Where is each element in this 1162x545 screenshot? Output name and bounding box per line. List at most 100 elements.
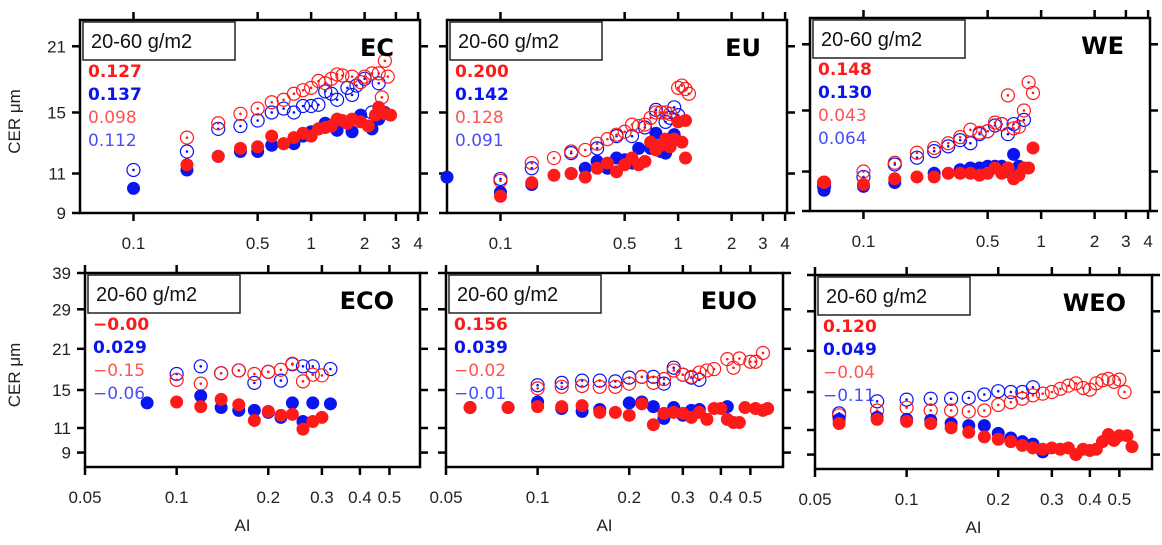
x-tick-label: 3 [758,234,767,253]
data-point-red-filled [832,416,846,430]
data-point-red-filled [384,108,398,122]
open-marker-ring [743,354,758,369]
data-point-red-open [1061,378,1076,393]
open-marker-ring [524,155,539,171]
data-point-red-filled [962,425,976,439]
data-point-red-open [524,155,539,171]
open-marker-ring [335,68,350,83]
data-point-red-filled [732,416,746,430]
open-marker-dot [199,365,203,368]
data-point-red-filled [547,168,561,182]
open-marker-dot [949,397,953,401]
y-axis-label: CER μm [5,89,24,154]
open-marker-dot [1021,397,1024,401]
x-tick-label: 0.1 [165,488,189,507]
open-marker-ring [1016,112,1032,127]
data-point-red-open [600,132,615,147]
panel-euo: 0.05 0.1 0.2 0.3 0.4 0.5 AI 20-60 g/m2 EUO 0.156 0… [429,265,791,535]
data-point-red-filled [590,161,604,175]
data-point-red-filled [678,151,692,165]
open-marker-ring [1117,384,1132,400]
data-point-blue-filled [1007,147,1021,161]
data-point-blue-open [624,129,640,144]
data-point-red-open [250,101,265,116]
open-marker-ring [678,81,693,97]
open-marker-ring [671,80,686,95]
data-point-red-filled [953,166,967,180]
stat-value-red-filled: −0.00 [93,315,149,335]
open-marker-ring [530,378,545,393]
panel-label: WEO [1063,289,1126,317]
data-point-red-filled [261,404,275,418]
data-point-red-open [1053,381,1068,396]
x-tick-label: 0.05 [68,488,101,507]
open-marker-dot [643,123,647,126]
data-point-blue-filled [632,141,646,155]
data-point-red-open [909,145,925,160]
open-marker-dot [560,381,564,385]
panel-label: ECO [340,287,394,315]
x-tick-label: 0.1 [852,232,876,251]
open-marker-ring [276,101,291,116]
data-point-red-open [706,361,722,377]
open-marker-dot [1022,109,1026,112]
open-marker-dot [761,351,765,355]
open-marker-ring [377,53,392,68]
stat-value-blue-open: −0.11 [823,386,875,406]
open-marker-ring [357,69,372,84]
open-marker-ring [909,145,925,160]
x-tick-label: 0.4 [348,488,372,507]
data-point-red-open [977,403,992,418]
open-marker-ring [963,122,978,137]
data-point-red-filled [622,408,636,422]
open-marker-ring [972,125,987,140]
stat-value-blue-filled: 0.142 [455,85,509,105]
data-point-red-open [179,130,195,145]
open-marker-ring [755,345,771,361]
open-marker-ring [1006,121,1021,136]
data-point-blue-open [344,87,360,103]
panel-weo: 0.05 0.1 0.2 0.3 0.4 0.5 AI 20-60 g/m2 WEO 0.120 0… [798,267,1160,537]
data-point-red-filled [361,119,375,133]
data-point-blue-open [329,92,345,107]
y-tick-label: 15 [47,103,66,122]
legend-box [449,21,603,61]
x-tick-label: 1 [673,234,682,253]
open-marker-dot [317,103,320,107]
open-marker-dot [929,397,933,401]
open-marker-dot [615,133,618,136]
open-marker-dot [279,368,283,372]
legend-box [87,274,241,314]
data-point-red-filled [593,405,607,419]
data-point-red-filled [525,176,539,190]
open-marker-ring [1016,103,1032,118]
data-point-blue-open [273,373,288,388]
data-point-blue-filled [247,403,261,417]
open-marker-ring [211,116,226,131]
open-marker-ring [899,392,914,407]
open-marker-ring [1025,380,1041,395]
x-tick-label: 0.5 [976,232,1000,251]
open-marker-dot [672,369,676,372]
open-marker-ring [977,403,992,418]
open-marker-dot [363,75,366,78]
open-marker-ring [662,106,678,121]
stat-value-blue-open: 0.064 [818,129,867,149]
open-marker-dot [291,362,294,365]
data-point-red-open [732,351,747,366]
data-point-red-open [546,150,562,166]
open-marker-dot [530,161,534,165]
open-marker-ring [329,92,345,107]
open-marker-ring [944,391,959,406]
x-tick-label: 0.5 [378,488,402,507]
data-point-blue-open [554,375,569,390]
open-marker-ring [179,144,195,159]
data-point-blue-filled [126,181,140,195]
panel-label: EC [360,34,394,62]
open-marker-dot [978,131,981,134]
open-marker-ring [608,379,623,394]
open-marker-dot [932,149,936,153]
data-point-red-open [276,92,291,107]
data-point-red-open [371,66,386,81]
